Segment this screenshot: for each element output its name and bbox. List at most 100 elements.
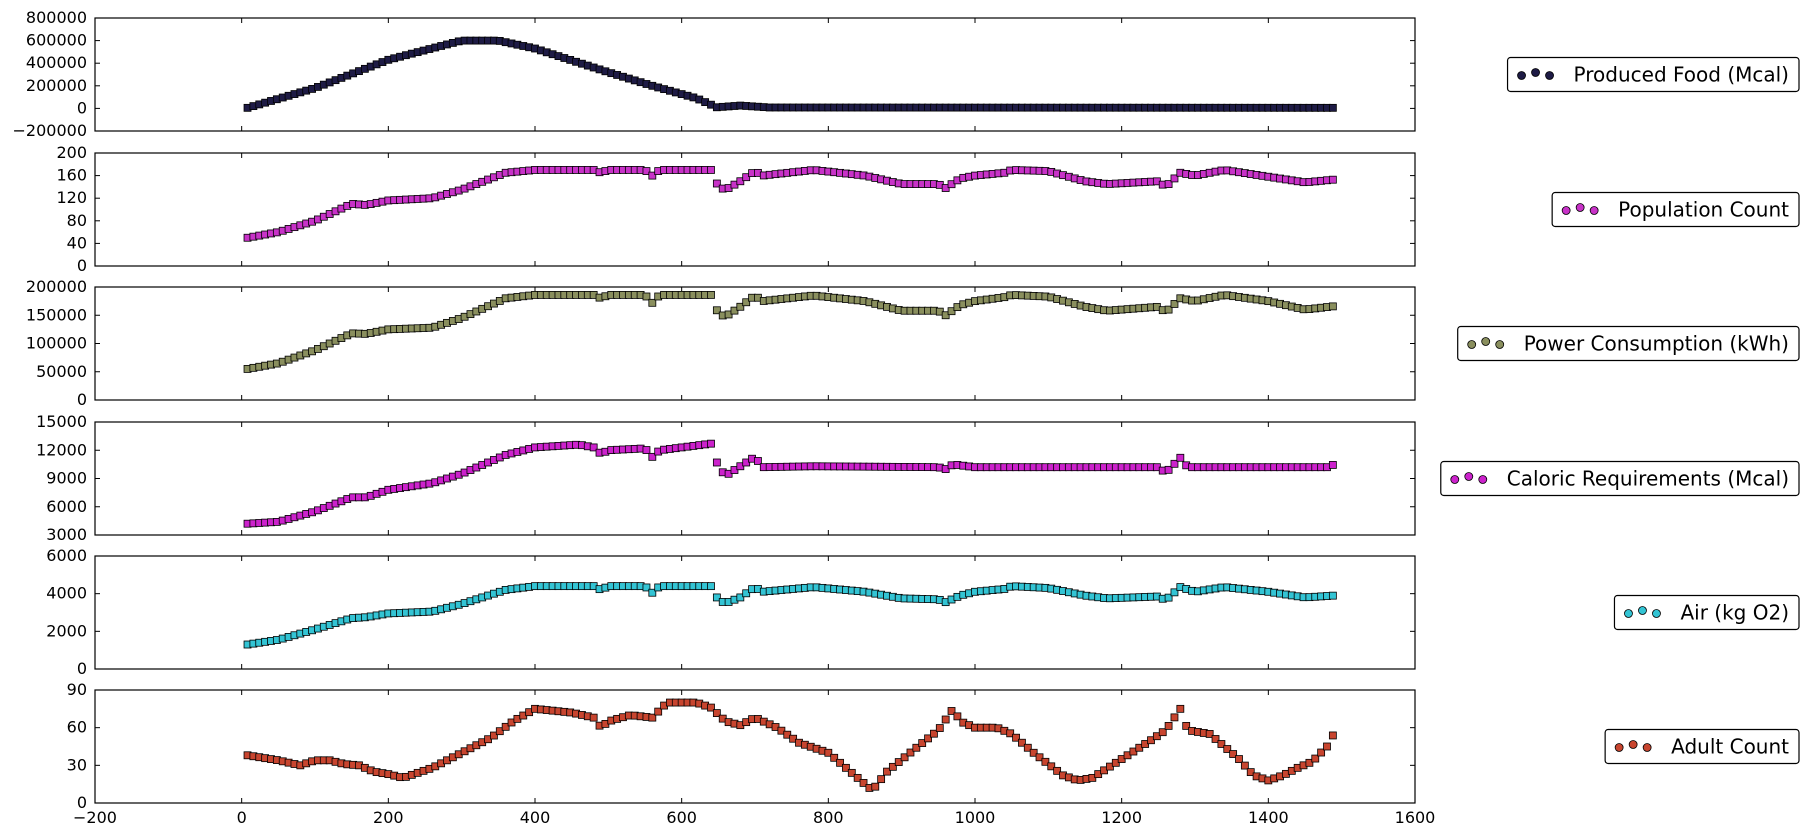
- x-tick-label: 200: [373, 808, 404, 827]
- data-point: [1158, 728, 1167, 737]
- legend-label: Power Consumption (kWh): [1524, 332, 1789, 356]
- legend-marker: [1638, 606, 1647, 615]
- data-point: [742, 589, 751, 598]
- data-point: [1023, 743, 1032, 752]
- data-point: [1217, 740, 1226, 748]
- data-point: [589, 713, 598, 722]
- data-point: [836, 758, 844, 767]
- y-tick-label: 4000: [46, 584, 87, 603]
- data-point: [707, 291, 715, 299]
- x-tick-label: 800: [813, 808, 844, 827]
- data-point: [1182, 722, 1191, 730]
- legend-marker: [1467, 340, 1477, 349]
- legend-box: [1604, 728, 1800, 765]
- data-point: [1328, 103, 1337, 112]
- data-point: [1029, 748, 1038, 757]
- legend-box: [1551, 191, 1800, 228]
- legend-marker: [1478, 475, 1488, 484]
- data-point: [941, 311, 950, 320]
- x-tick-label: 1000: [955, 808, 996, 827]
- legend-marker: [1517, 71, 1526, 80]
- data-point: [918, 739, 927, 747]
- legend-marker: [1642, 743, 1652, 752]
- y-tick-label: 600000: [26, 31, 87, 50]
- legend-marker: [1450, 475, 1460, 484]
- data-point: [754, 457, 762, 465]
- axes-frame: [94, 555, 1416, 670]
- legend-marker: [1652, 609, 1661, 618]
- y-tick-label: 12000: [36, 440, 87, 459]
- data-point: [1035, 753, 1044, 762]
- subplot-1: −200000 0 200000 400000 600000 800000 Produced…: [13, 8, 1800, 140]
- legend-marker: [1614, 743, 1624, 752]
- data-point: [924, 734, 932, 743]
- y-tick-label: 15000: [36, 412, 87, 431]
- legend: Produced Food (Mcal): [1506, 56, 1800, 93]
- data-point: [642, 583, 651, 592]
- data-point: [1170, 459, 1179, 468]
- data-point: [824, 748, 833, 757]
- legend: Power Consumption (kWh): [1457, 325, 1800, 362]
- x-tick-label: 1600: [1395, 808, 1436, 827]
- subplot-3: 0 50000 100000 150000 200000 Power Consumptio…: [26, 277, 1800, 409]
- y-tick-label: 0: [77, 256, 87, 275]
- y-tick-label: −200000: [13, 121, 87, 140]
- y-tick-label: 0: [77, 98, 87, 117]
- y-tick-label: 30: [67, 755, 87, 774]
- y-tick-label: 800000: [26, 8, 87, 27]
- data-point: [490, 731, 498, 740]
- legend-label: Caloric Requirements (Mcal): [1507, 467, 1789, 491]
- data-point: [1311, 754, 1320, 763]
- subplot-4: 3000 6000 9000 12000 15000 Caloric Requiremen…: [36, 412, 1800, 544]
- data-point: [1176, 704, 1185, 713]
- data-point: [859, 779, 868, 787]
- data-point: [1328, 175, 1337, 184]
- data-point: [883, 767, 891, 776]
- data-point: [1328, 461, 1337, 469]
- data-point: [642, 446, 651, 454]
- y-tick-label: 400000: [26, 53, 87, 72]
- data-point: [900, 753, 909, 762]
- data-point: [712, 593, 721, 602]
- data-point: [707, 166, 715, 174]
- x-tick-label: −200: [73, 808, 117, 827]
- legend-marker: [1561, 206, 1571, 215]
- legend-marker: [1481, 337, 1491, 346]
- data-point: [1164, 593, 1173, 602]
- y-tick-label: 0: [77, 793, 87, 812]
- axes-frame: [94, 152, 1416, 267]
- data-point: [1328, 302, 1337, 311]
- legend-label: Adult Count: [1671, 735, 1789, 759]
- y-tick-label: 0: [77, 390, 87, 409]
- y-tick-label: 2000: [46, 621, 87, 640]
- data-point: [1246, 768, 1255, 777]
- data-point: [648, 171, 657, 180]
- data-point: [495, 727, 504, 736]
- data-point: [1235, 755, 1243, 763]
- y-tick-label: 3000: [46, 525, 87, 544]
- y-tick-label: 120: [56, 188, 87, 207]
- data-point: [1041, 757, 1050, 766]
- legend-label: Population Count: [1618, 198, 1789, 222]
- y-tick-label: 6000: [46, 546, 87, 565]
- data-point: [1170, 174, 1179, 183]
- data-point: [1211, 735, 1220, 743]
- data-point: [654, 707, 663, 716]
- data-point: [589, 443, 598, 452]
- y-tick-label: 200000: [26, 277, 87, 296]
- legend-marker: [1531, 68, 1540, 77]
- legend: Population Count: [1551, 191, 1800, 228]
- data-point: [947, 707, 956, 715]
- data-point: [648, 713, 657, 722]
- data-point: [1164, 305, 1173, 314]
- data-point: [1305, 758, 1314, 767]
- axes-frame: [94, 17, 1416, 132]
- data-point: [1170, 300, 1179, 308]
- data-point: [1012, 733, 1020, 742]
- data-point: [1323, 742, 1331, 751]
- data-point: [648, 588, 657, 597]
- y-tick-label: 160: [56, 166, 87, 185]
- data-point: [736, 593, 745, 602]
